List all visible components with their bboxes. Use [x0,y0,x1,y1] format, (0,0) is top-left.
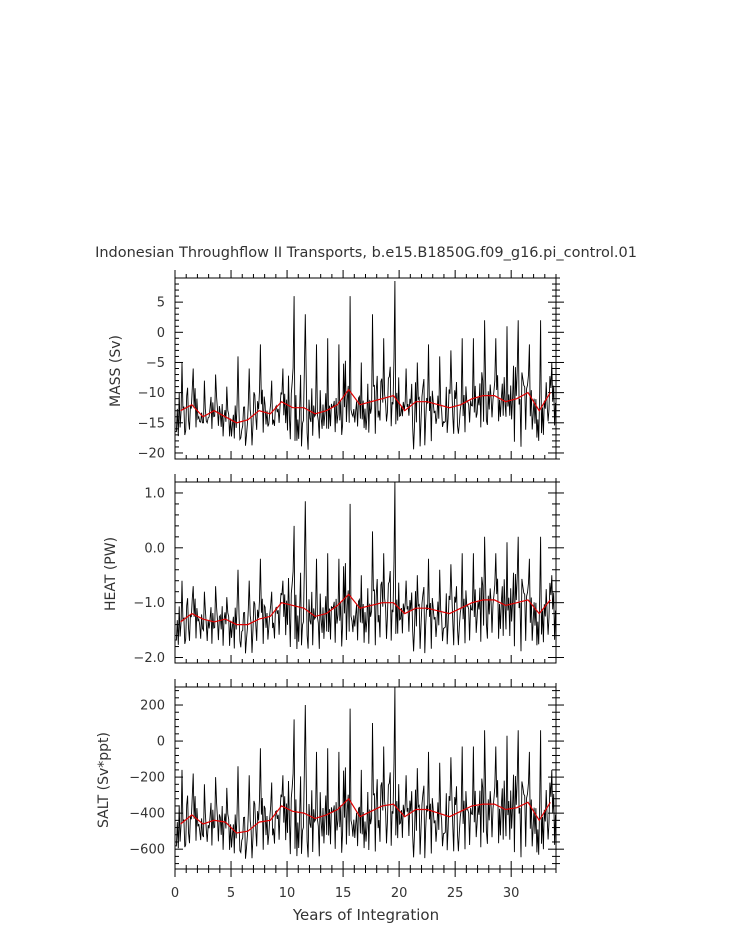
heat-monthly-series [175,481,556,654]
xtick-label: 15 [335,886,352,901]
mass-ylabel: MASS (Sv) [108,335,124,407]
x-axis-label: Years of Integration [292,906,439,924]
mass-ytick-label: 0 [157,326,165,341]
salt-annual-mean-series [180,797,551,834]
xtick-label: 30 [503,886,520,901]
mass-ytick-label: −15 [138,416,165,431]
heat-ytick-label: −2.0 [133,651,165,666]
chart-title: Indonesian Throughflow II Transports, b.… [95,245,637,261]
xtick-label: 20 [391,886,408,901]
xtick-label: 25 [447,886,464,901]
xtick-label: 10 [279,886,296,901]
mass-monthly-series [175,280,556,450]
heat-ylabel: HEAT (PW) [103,537,119,611]
salt-ytick-label: 200 [140,699,165,714]
mass-panel: MASS (Sv) −20 −15 −10 −5 0 5 [108,270,564,461]
salt-ytick-label: −400 [129,807,165,822]
heat-ytick-label: 0.0 [144,541,165,556]
salt-ytick-label: −200 [129,771,165,786]
mass-ytick-label: −5 [146,356,165,371]
salt-monthly-series [175,686,556,859]
x-axis: 0 5 10 15 20 25 30 [171,886,520,901]
mass-ytick-label: −20 [138,446,165,461]
xtick-label: 0 [171,886,179,901]
heat-annual-mean-series [180,593,551,626]
salt-ytick-label: −600 [129,843,165,858]
salt-ytick-label: 0 [157,735,165,750]
heat-ytick-label: −1.0 [133,596,165,611]
heat-ytick-label: 1.0 [144,486,165,501]
salt-ylabel: SALT (Sv*ppt) [96,732,112,828]
xtick-label: 5 [227,886,235,901]
salt-panel: SALT (Sv*ppt) −600 −400 −200 0 200 [96,679,564,877]
heat-panel: HEAT (PW) −2.0 −1.0 0.0 1.0 [103,474,564,666]
mass-ytick-label: 5 [157,296,165,311]
mass-ytick-label: −10 [138,386,165,401]
mass-annual-mean-series [180,388,551,424]
